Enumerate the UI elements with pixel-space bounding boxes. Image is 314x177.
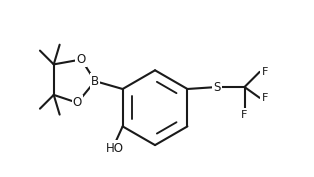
Text: O: O — [77, 53, 86, 66]
Text: HO: HO — [106, 142, 124, 155]
Text: S: S — [213, 81, 221, 93]
Text: B: B — [91, 75, 99, 88]
Text: F: F — [262, 67, 268, 77]
Text: F: F — [262, 93, 268, 103]
Text: O: O — [73, 96, 82, 109]
Text: F: F — [241, 110, 248, 120]
